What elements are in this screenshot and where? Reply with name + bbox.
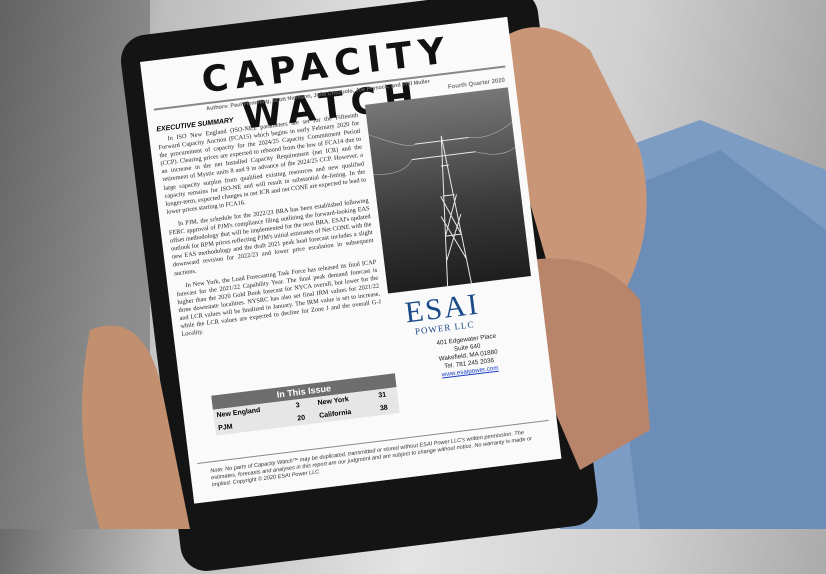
left-hand — [82, 326, 190, 529]
in-this-issue: In This Issue New England 3 New York 31 … — [211, 373, 399, 435]
photo-scene: CAPACITY WATCH Authors: Paul Flemming, S… — [0, 0, 826, 529]
tower — [365, 87, 531, 293]
address: 401 Edgewater Place Suite 640 Wakefield,… — [426, 331, 510, 380]
cell: 20 — [294, 410, 317, 426]
newsletter-page: CAPACITY WATCH Authors: Paul Flemming, S… — [140, 17, 561, 504]
cell: 38 — [376, 400, 399, 416]
logo: ESAI POWER LLC — [401, 290, 485, 337]
summary: In ISO New England (ISO-NE), parameters … — [157, 112, 383, 344]
tower-photo — [365, 87, 531, 293]
